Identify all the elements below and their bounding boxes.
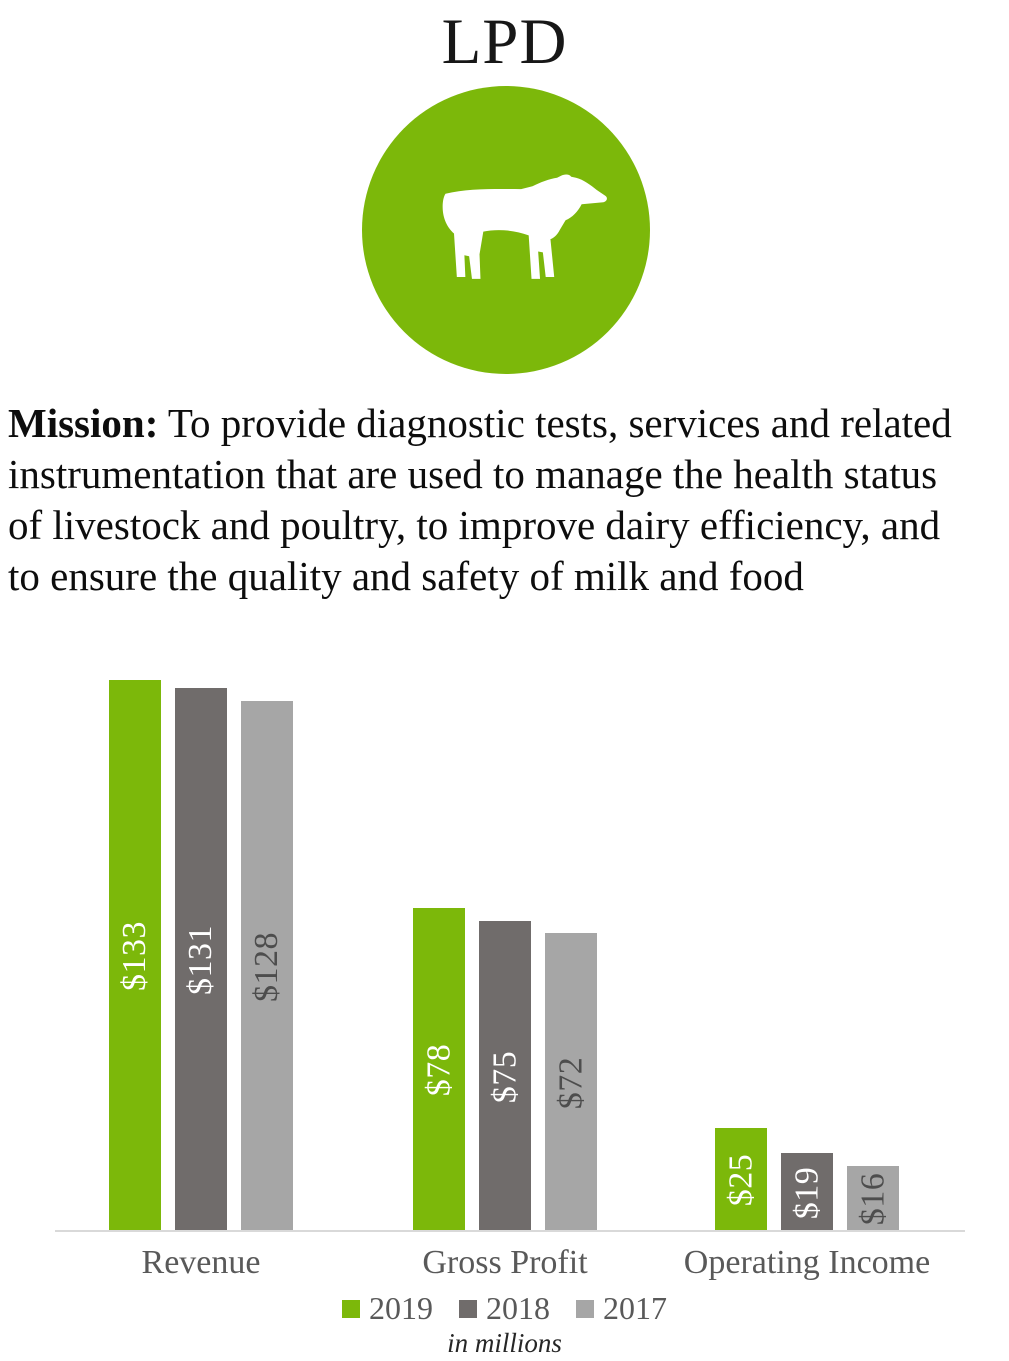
bar-value-label: $131	[182, 925, 219, 995]
bar-value-label: $25	[722, 1153, 759, 1207]
mission-label: Mission:	[8, 400, 159, 446]
category-label-operating-income: Operating Income	[683, 1244, 931, 1281]
bar-2017-revenue: $128	[241, 701, 293, 1232]
legend-swatch-2017	[576, 1299, 594, 1318]
bar-2017-gross-profit: $72	[545, 933, 597, 1232]
legend-item-2017: 2017	[576, 1290, 667, 1327]
mission-statement: Mission: To provide diagnostic tests, se…	[8, 398, 1003, 602]
legend-label-2018: 2018	[486, 1290, 550, 1326]
chart-note: in millions	[447, 1328, 562, 1358]
bar-2017-operating-income: $16	[847, 1166, 899, 1232]
legend-label-2019: 2019	[369, 1290, 433, 1326]
legend-label-2017: 2017	[603, 1290, 667, 1326]
bar-value-label: $133	[116, 921, 153, 991]
bar-value-label: $72	[552, 1056, 589, 1109]
bar-value-label: $78	[420, 1043, 457, 1097]
x-axis-line	[55, 1230, 965, 1232]
mission-text: To provide diagnostic tests, services an…	[8, 400, 952, 599]
category-label-gross-profit: Gross Profit	[422, 1244, 588, 1281]
page-title: LPD	[441, 6, 568, 78]
bar-2019-operating-income: $25	[715, 1128, 767, 1232]
legend-swatch-2018	[459, 1299, 477, 1318]
chart-legend: 2019 2018 2017	[0, 1290, 1009, 1327]
bar-2019-gross-profit: $78	[413, 908, 465, 1232]
bar-2018-revenue: $131	[175, 688, 227, 1232]
cow-icon	[402, 173, 610, 286]
legend-item-2019: 2019	[342, 1290, 433, 1327]
legend-swatch-2019	[342, 1299, 360, 1318]
bar-chart: $133 $78 $25 $131 $75 $19 $128 $72 $16 2019 2018 2…	[0, 660, 1009, 1361]
bar-value-label: $75	[486, 1050, 523, 1103]
division-icon-circle	[362, 86, 650, 374]
bar-2019-revenue: $133	[109, 680, 161, 1232]
bar-value-label: $128	[248, 931, 285, 1002]
legend-item-2018: 2018	[459, 1290, 550, 1327]
bar-value-label: $19	[788, 1166, 825, 1219]
bar-2018-gross-profit: $75	[479, 921, 531, 1232]
bar-2018-operating-income: $19	[781, 1153, 833, 1232]
category-label-revenue: Revenue	[141, 1244, 261, 1281]
bar-value-label: $16	[854, 1172, 891, 1226]
